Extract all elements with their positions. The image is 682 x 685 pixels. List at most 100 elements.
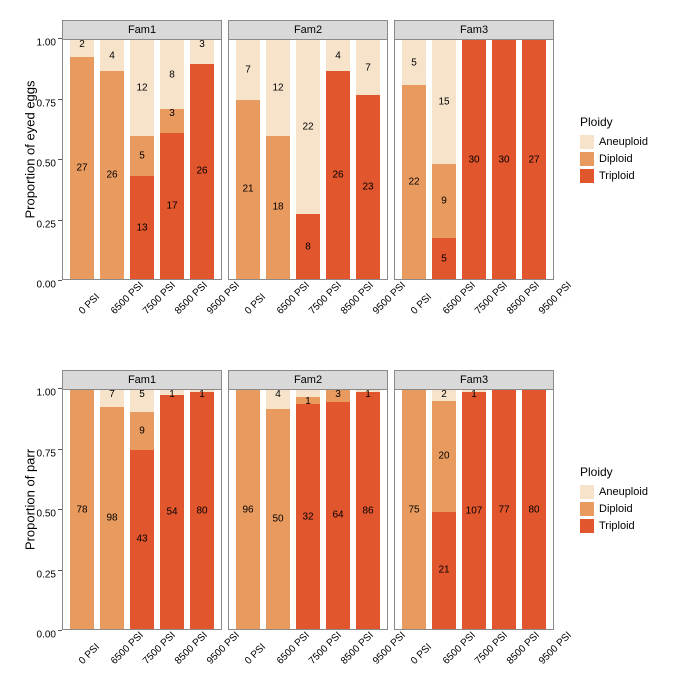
bar-value-label: 98 bbox=[100, 512, 124, 523]
facet-panel: Fam1789874395541801 bbox=[62, 370, 222, 630]
y-tick-label: 1.00 bbox=[28, 388, 56, 399]
x-tick-label: 6500 PSI bbox=[275, 642, 300, 667]
facet-strip: Fam2 bbox=[228, 370, 388, 390]
bar-segment: 2 bbox=[432, 390, 456, 401]
facet-strip: Fam1 bbox=[62, 20, 222, 40]
bar: 5 9 15 bbox=[432, 40, 456, 279]
bar-value-label: 22 bbox=[296, 122, 320, 133]
bar-segment bbox=[296, 390, 320, 397]
bar-value-label: 8 bbox=[296, 241, 320, 252]
plot-area: 2171812822264237 bbox=[228, 40, 388, 280]
bar-segment: 8 bbox=[160, 40, 184, 109]
bar: 4395 bbox=[130, 390, 154, 629]
x-tick-label: 6500 PSI bbox=[109, 642, 134, 667]
x-tick-label: 6500 PSI bbox=[109, 292, 134, 317]
bar-value-label: 77 bbox=[492, 504, 516, 515]
bar-segment: 80 bbox=[190, 392, 214, 629]
bar-segment: 1 bbox=[160, 390, 184, 395]
bar-segment: 5 bbox=[402, 40, 426, 85]
bar-value-label: 9 bbox=[130, 425, 154, 436]
bar-value-label: 9 bbox=[432, 196, 456, 207]
bar-segment: 107 bbox=[462, 392, 486, 629]
legend-swatch bbox=[580, 502, 594, 516]
bar-segment: 7 bbox=[236, 40, 260, 100]
x-tick-label: 6500 PSI bbox=[441, 642, 466, 667]
bar-value-label: 86 bbox=[356, 505, 380, 516]
bar: 96 bbox=[236, 390, 260, 629]
x-tick-label: 0 PSI bbox=[243, 292, 268, 317]
bar-value-label: 32 bbox=[296, 511, 320, 522]
bar-value-label: 43 bbox=[130, 534, 154, 545]
y-tick-label: 1.00 bbox=[28, 38, 56, 49]
bar-value-label: 15 bbox=[432, 97, 456, 108]
bar-segment: 4 bbox=[266, 390, 290, 409]
x-tick-label: 9500 PSI bbox=[537, 642, 562, 667]
bar: 54 1 bbox=[160, 390, 184, 629]
bar-value-label: 1 bbox=[160, 389, 184, 400]
bar-value-label: 26 bbox=[100, 170, 124, 181]
bar-value-label: 13 bbox=[130, 222, 154, 233]
bar-segment: 17 bbox=[160, 133, 184, 279]
bar: 264 bbox=[100, 40, 124, 279]
bar-segment: 54 bbox=[160, 395, 184, 629]
y-tick-label: 0.75 bbox=[28, 448, 56, 459]
bar: 30 bbox=[462, 40, 486, 279]
bar-segment: 3 bbox=[326, 390, 350, 402]
bar-segment: 21 bbox=[236, 100, 260, 279]
bar: 21202 bbox=[432, 390, 456, 629]
bar-value-label: 107 bbox=[462, 505, 486, 516]
x-tick-label: 9500 PSI bbox=[537, 292, 562, 317]
facet-strip: Fam3 bbox=[394, 20, 554, 40]
bar-value-label: 4 bbox=[266, 389, 290, 400]
plot-area: 2255915303027 bbox=[394, 40, 554, 280]
bar-segment: 1 bbox=[296, 397, 320, 404]
y-tick-label: 0.25 bbox=[28, 219, 56, 230]
bar-value-label: 2 bbox=[432, 389, 456, 400]
bar-value-label: 30 bbox=[462, 154, 486, 165]
bar-segment: 15 bbox=[432, 40, 456, 164]
plot-area: 789874395541801 bbox=[62, 390, 222, 630]
bar-segment: 26 bbox=[326, 71, 350, 279]
bar-value-label: 54 bbox=[160, 506, 184, 517]
bar: 504 bbox=[266, 390, 290, 629]
legend-swatch bbox=[580, 519, 594, 533]
bar-value-label: 5 bbox=[432, 253, 456, 264]
bar-value-label: 21 bbox=[236, 184, 260, 195]
plot-area: 752120210717780 bbox=[394, 390, 554, 630]
bar-segment: 12 bbox=[130, 40, 154, 136]
bar-value-label: 20 bbox=[432, 451, 456, 462]
x-tick-label: 0 PSI bbox=[77, 642, 102, 667]
x-tick-label: 8500 PSI bbox=[339, 292, 364, 317]
plot-area: 96504321643861 bbox=[228, 390, 388, 630]
plot-area: 272264135121738263 bbox=[62, 40, 222, 280]
bar-value-label: 64 bbox=[326, 510, 350, 521]
bar-value-label: 75 bbox=[402, 504, 426, 515]
x-tick-label: 7500 PSI bbox=[307, 292, 332, 317]
legend-label: Diploid bbox=[599, 503, 633, 515]
facet-panel: Fam1272264135121738263 bbox=[62, 20, 222, 280]
x-tick-label: 9500 PSI bbox=[205, 642, 230, 667]
bar-segment: 22 bbox=[296, 40, 320, 214]
bar-value-label: 96 bbox=[236, 504, 260, 515]
bar-segment: 96 bbox=[236, 390, 260, 629]
bar: 77 bbox=[492, 390, 516, 629]
legend: PloidyAneuploidDiploidTriploid bbox=[580, 465, 648, 536]
bar-segment: 13 bbox=[130, 176, 154, 279]
bar: 987 bbox=[100, 390, 124, 629]
legend-item: Triploid bbox=[580, 169, 648, 183]
bar-segment: 12 bbox=[266, 40, 290, 136]
bar: 21 7 bbox=[236, 40, 260, 279]
legend-label: Aneuploid bbox=[599, 136, 648, 148]
x-tick-label: 7500 PSI bbox=[141, 292, 166, 317]
legend-swatch bbox=[580, 485, 594, 499]
bar-value-label: 3 bbox=[160, 108, 184, 119]
bar-value-label: 1 bbox=[190, 389, 214, 400]
bar-value-label: 23 bbox=[356, 181, 380, 192]
facet-panel: Fam3752120210717780 bbox=[394, 370, 554, 630]
x-tick-label: 8500 PSI bbox=[173, 642, 198, 667]
y-axis-label: Proportion of parr bbox=[23, 420, 38, 580]
bar-value-label: 1 bbox=[462, 389, 486, 400]
bar: 8 22 bbox=[296, 40, 320, 279]
x-tick-label: 9500 PSI bbox=[371, 292, 396, 317]
bar-value-label: 4 bbox=[326, 50, 350, 61]
